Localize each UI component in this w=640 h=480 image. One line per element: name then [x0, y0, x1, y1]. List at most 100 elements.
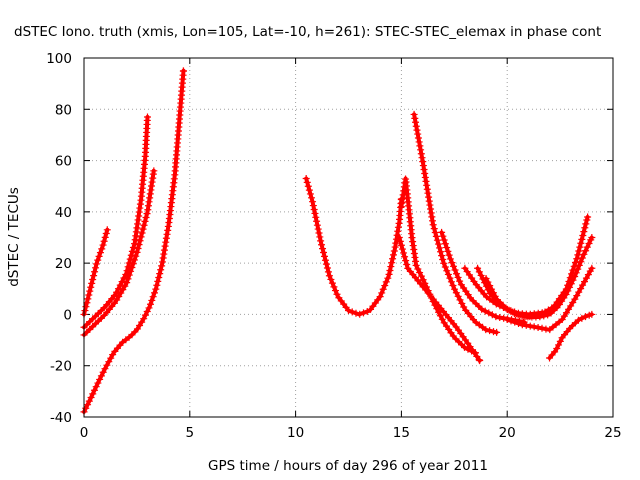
- data-point: [150, 289, 158, 297]
- x-tick-label: 20: [499, 425, 516, 441]
- data-point: [416, 269, 424, 277]
- data-point: [414, 130, 422, 138]
- series-arc9: [438, 228, 528, 326]
- data-point: [579, 281, 587, 289]
- data-point: [582, 313, 590, 321]
- data-point: [425, 197, 433, 205]
- data-point: [454, 273, 462, 281]
- data-point: [379, 285, 387, 293]
- data-point: [485, 309, 493, 317]
- y-tick-label: 40: [55, 205, 72, 221]
- data-point: [430, 225, 438, 233]
- data-point: [91, 268, 99, 276]
- data-point: [437, 248, 445, 256]
- series-arc14: [546, 310, 596, 362]
- data-point: [144, 202, 152, 210]
- y-axis-label: dSTEC / TECUs: [6, 187, 22, 287]
- data-point: [423, 181, 431, 189]
- plot-frame: [83, 57, 614, 418]
- data-point: [381, 282, 389, 290]
- data-point: [394, 223, 402, 231]
- data-point: [571, 272, 579, 280]
- data-point: [503, 316, 511, 324]
- data-point: [139, 225, 147, 233]
- data-point: [144, 206, 152, 214]
- data-point: [573, 255, 581, 263]
- series-arc2: [80, 113, 151, 331]
- data-point: [580, 250, 588, 258]
- data-point: [534, 324, 542, 332]
- data-point: [85, 291, 93, 299]
- data-point: [162, 234, 170, 242]
- data-point: [490, 328, 498, 336]
- data-point: [423, 185, 431, 193]
- data-point: [140, 221, 148, 229]
- data-point: [107, 354, 115, 362]
- data-point: [578, 254, 586, 262]
- data-point: [414, 265, 422, 273]
- data-point: [482, 326, 490, 334]
- data-point: [585, 239, 593, 247]
- data-point: [458, 299, 466, 307]
- data-point: [348, 308, 356, 316]
- data-point: [424, 189, 432, 197]
- data-point: [160, 246, 168, 254]
- series-arc7: [397, 175, 479, 357]
- data-point: [162, 238, 170, 246]
- data-point: [583, 243, 591, 251]
- data-point: [569, 276, 577, 284]
- data-point: [130, 240, 138, 248]
- y-tick-label: 0: [63, 307, 72, 323]
- data-point: [512, 310, 520, 318]
- data-point: [540, 312, 548, 320]
- data-point: [116, 281, 124, 289]
- data-point: [577, 239, 585, 247]
- data-point: [132, 252, 140, 260]
- data-point: [102, 230, 110, 237]
- data-point: [313, 217, 321, 225]
- data-point: [440, 236, 448, 244]
- data-point: [518, 321, 526, 329]
- data-point: [577, 285, 585, 293]
- data-point: [578, 235, 586, 243]
- data-point: [436, 244, 444, 252]
- data-point: [556, 337, 564, 345]
- data-point: [427, 205, 435, 213]
- data-point: [422, 177, 430, 185]
- data-point: [302, 175, 310, 183]
- data-point: [95, 252, 103, 260]
- data-point: [588, 310, 596, 318]
- data-point: [89, 275, 97, 283]
- data-point: [427, 209, 435, 217]
- y-tick-label: 80: [55, 102, 72, 118]
- data-point: [425, 193, 433, 201]
- data-point: [530, 323, 538, 331]
- data-point: [412, 261, 420, 269]
- data-point: [317, 237, 325, 245]
- y-tick-label: -40: [50, 410, 72, 426]
- data-point: [146, 190, 154, 198]
- data-point: [359, 309, 367, 317]
- data-point: [157, 266, 165, 274]
- data-point: [582, 220, 590, 228]
- data-point: [575, 247, 583, 255]
- data-point: [179, 67, 187, 75]
- data-point: [149, 174, 157, 182]
- data-point: [396, 237, 404, 245]
- data-point: [305, 186, 313, 194]
- data-point: [389, 255, 397, 263]
- data-point: [417, 150, 425, 158]
- data-point: [82, 404, 90, 412]
- series-line: [397, 235, 482, 363]
- data-point: [577, 258, 585, 266]
- data-point: [147, 182, 155, 190]
- data-point: [328, 279, 336, 287]
- data-point: [141, 311, 149, 319]
- data-point: [153, 281, 161, 289]
- data-point: [417, 146, 425, 154]
- data-point: [433, 305, 441, 313]
- x-axis-label: GPS time / hours of day 296 of year 2011: [208, 458, 488, 474]
- data-point: [416, 142, 424, 150]
- data-point: [134, 244, 142, 252]
- data-point: [579, 232, 587, 240]
